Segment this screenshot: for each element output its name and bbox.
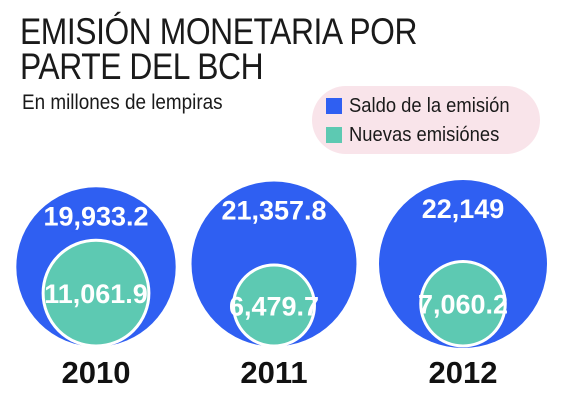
legend-label-nuevas: Nuevas emisiónes [349,123,500,146]
year-label-2012: 2012 [429,355,498,390]
year-label-2010: 2010 [62,355,131,390]
label-nuevas-2010: 11,061.9 [44,279,148,309]
legend-item-saldo: Saldo de la emisión [326,94,524,118]
chart-title-line-2: PARTE DEL BCH [20,46,264,87]
chart-subtitle: En millones de lempiras [22,91,223,114]
label-saldo-2011: 21,357.8 [221,196,326,226]
label-saldo-2010: 19,933.2 [43,201,148,231]
legend-swatch-nuevas [326,127,342,143]
legend-item-nuevas: Nuevas emisiónes [326,123,512,147]
legend-swatch-saldo [326,98,342,114]
year-label-2011: 2011 [240,355,307,390]
legend: Saldo de la emisión Nuevas emisiónes [312,86,540,154]
bubble-nuevas-2011 [232,263,316,348]
label-saldo-2012: 22,149 [422,194,505,224]
label-nuevas-2012: 7,060.2 [418,290,508,320]
bubble-nuevas-2012 [419,259,507,348]
chart-title-line-1: EMISIÓN MONETARIA POR [20,11,418,52]
label-nuevas-2011: 6,479.7 [229,292,319,322]
chart-title: EMISIÓN MONETARIA POR PARTE DEL BCH [20,11,418,87]
bubble-nuevas-2010 [41,238,151,348]
legend-label-saldo: Saldo de la emisión [349,94,510,117]
